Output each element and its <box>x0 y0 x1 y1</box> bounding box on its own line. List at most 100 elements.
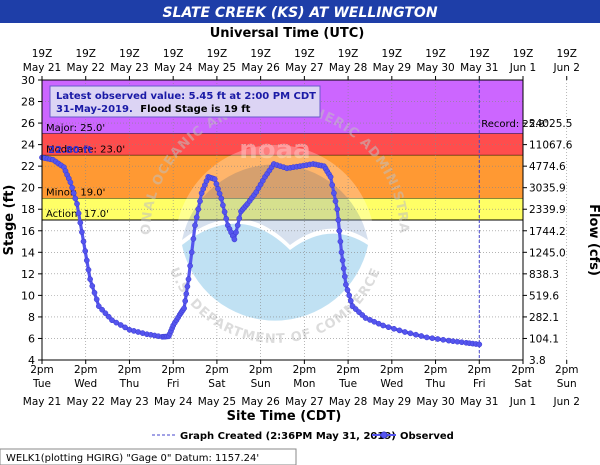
cdt-tick-time: 2pm <box>555 364 579 376</box>
observed-point <box>340 265 347 272</box>
observed-point <box>402 329 408 335</box>
cdt-tick-day: Tue <box>338 378 357 390</box>
stage-tick-label: 6 <box>28 332 35 345</box>
stage-tick-label: 24 <box>21 139 35 152</box>
cdt-tick-date: Jun 1 <box>509 396 536 408</box>
cdt-tick-time: 2pm <box>336 364 360 376</box>
cdt-tick-time: 2pm <box>424 364 448 376</box>
legend-observed-text: Observed <box>400 431 454 442</box>
flood-stage-text: Flood Stage is 19 ft <box>140 104 250 115</box>
observed-point <box>329 182 336 188</box>
utc-tick-date: May 27 <box>285 62 323 74</box>
flow-tick-label: 282.1 <box>529 312 559 324</box>
observed-point <box>91 289 98 296</box>
stage-tick-label: 18 <box>21 203 35 216</box>
cdt-tick-time: 2pm <box>467 364 491 376</box>
observed-point <box>334 206 341 213</box>
cdt-tick-time: 2pm <box>74 364 98 376</box>
observed-point <box>113 319 120 326</box>
utc-tick-time: 19Z <box>469 48 490 60</box>
cdt-tick-day: Sat <box>208 378 225 390</box>
utc-tick-date: May 24 <box>154 62 193 74</box>
observed-point <box>336 227 343 234</box>
svg-text:31-May-2019. Flood Stage: 31-May-2019. Flood Stage is 19 ft <box>56 104 251 115</box>
observed-point <box>197 198 203 205</box>
observed-point <box>188 249 195 256</box>
stage-tick-label: 28 <box>21 96 35 109</box>
flow-axis-title: Flow (cfs) <box>586 204 600 276</box>
observed-point <box>75 210 82 217</box>
legend-observed-marker <box>380 431 388 439</box>
observed-point <box>122 324 128 331</box>
cdt-tick-time: 2pm <box>511 364 535 376</box>
cdt-tick-day: Sun <box>557 378 577 390</box>
cdt-axis: 2pm Tue May 21 2pm Wed May 22 2pm Thu May 23 2pm F… <box>23 360 580 408</box>
latest-date-text: 31-May-2019. <box>56 104 133 115</box>
cdt-tick-time: 2pm <box>205 364 229 376</box>
observed-point <box>440 336 447 343</box>
observed-point <box>117 322 124 328</box>
cdt-tick-time: 2pm <box>118 364 142 376</box>
observed-point <box>337 238 344 245</box>
latest-observation-box: Latest observed value: 5.45 ft at 2:00 P… <box>49 85 321 118</box>
cdt-tick-time: 2pm <box>30 364 54 376</box>
flow-axis: 104.1 282.1 519.6 838.3 1245.0 1744.2 2339.9 30… <box>523 118 573 367</box>
record-label: Record: 25.8' <box>481 119 547 130</box>
plot-border <box>41 79 524 361</box>
observed-point <box>380 322 386 329</box>
observed-point <box>407 330 414 337</box>
observed-point <box>69 184 75 191</box>
latest-value-text: Latest observed value: 5.45 ft at 2:00 P… <box>56 91 316 102</box>
chart-title: SLATE CREEK (KS) AT WELLINGTON <box>162 5 437 21</box>
utc-tick-time: 19Z <box>294 48 315 60</box>
utc-tick-date: Jun 2 <box>553 62 580 74</box>
utc-tick-date: Jun 1 <box>509 62 536 74</box>
cdt-tick-date: May 26 <box>241 396 280 408</box>
observed-point <box>234 222 241 229</box>
gauge-info-text: WELK1(plotting HGIRG) "Gage 0" Datum: 11… <box>6 453 259 464</box>
observed-point <box>105 313 112 320</box>
observed-point <box>80 238 87 245</box>
cdt-tick-date: May 31 <box>460 396 498 408</box>
stage-axis-title: Stage (ft) <box>2 185 17 256</box>
minor-flood-band <box>42 155 523 199</box>
legend-created-text: Graph Created (2:36PM May 31, 2019) <box>180 431 396 442</box>
cdt-tick-day: Fri <box>473 378 486 390</box>
observed-point <box>192 222 198 229</box>
stage-tick-label: 22 <box>21 160 35 173</box>
observed-point <box>413 331 419 338</box>
cdt-tick-time: 2pm <box>293 364 317 376</box>
cdt-tick-day: Sun <box>251 378 271 390</box>
flow-tick-label: 4774.6 <box>529 161 566 173</box>
cdt-tick-date: May 29 <box>373 396 411 408</box>
observed-point <box>221 209 228 215</box>
observed-point <box>339 257 346 264</box>
observed-point <box>332 198 339 205</box>
observed-point <box>79 229 85 235</box>
cdt-tick-date: May 25 <box>198 396 236 408</box>
utc-tick-time: 19Z <box>338 48 359 60</box>
utc-tick-date: May 26 <box>241 62 280 74</box>
observed-point <box>185 276 192 283</box>
observed-point <box>74 200 80 207</box>
cdt-tick-day: Mon <box>293 378 315 390</box>
stage-tick-label: 10 <box>21 289 35 302</box>
cdt-tick-time: 2pm <box>161 364 185 376</box>
title-bar <box>0 0 600 23</box>
observed-point <box>223 215 230 222</box>
stage-tick-label: 20 <box>21 182 35 195</box>
observed-point <box>331 190 337 196</box>
cdt-tick-date: May 27 <box>285 396 323 408</box>
graph-created-marker: Record: 25.8' <box>478 80 547 360</box>
observed-point <box>82 248 89 254</box>
observed-point <box>385 324 392 331</box>
observed-point <box>87 276 93 283</box>
stage-tick-label: 4 <box>28 354 35 367</box>
cdt-tick-day: Thu <box>425 378 446 390</box>
observed-point <box>99 306 105 313</box>
utc-tick-date: May 21 <box>23 62 61 74</box>
utc-tick-date: May 23 <box>110 62 148 74</box>
cdt-tick-date: May 23 <box>110 396 148 408</box>
utc-tick-date: May 29 <box>373 62 411 74</box>
stage-axis: 4 6 8 10 12 14 16 18 20 22 24 26 28 30 <box>21 74 42 367</box>
